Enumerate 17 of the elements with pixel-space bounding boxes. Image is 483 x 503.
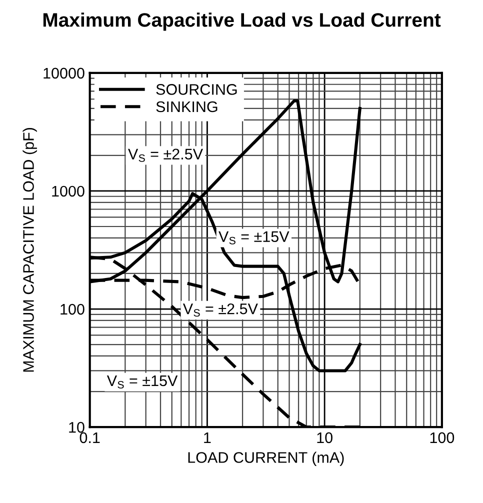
x-tick-label: 0.1 — [80, 432, 100, 444]
y-tick-label: 10000 — [44, 68, 84, 79]
y-axis-title: MAXIMUM CAPACITIVE LOAD (pF) — [22, 128, 37, 372]
x-tick-label: 10 — [317, 432, 332, 444]
y-tick-label: 100 — [60, 304, 84, 315]
legend-label: SOURCING — [156, 84, 237, 95]
y-tick-label: 1000 — [52, 186, 84, 197]
legend-label: SINKING — [156, 101, 218, 112]
x-tick-label: 100 — [430, 432, 454, 444]
x-axis-title: LOAD CURRENT (mA) — [188, 452, 344, 466]
annotation: V$_{S}$ = ±2.5V — [182, 303, 258, 317]
x-tick-label: 1 — [204, 432, 211, 443]
chart-title: Maximum Capacitive Load vs Load Current — [43, 12, 441, 31]
y-tick-label: 10 — [69, 422, 84, 433]
annotation: V$_{S}$ = ±15V — [106, 375, 178, 389]
annotation: V$_{S}$ = ±2.5V — [128, 148, 203, 162]
annotation: V$_{S}$ = ±15V — [218, 231, 290, 244]
